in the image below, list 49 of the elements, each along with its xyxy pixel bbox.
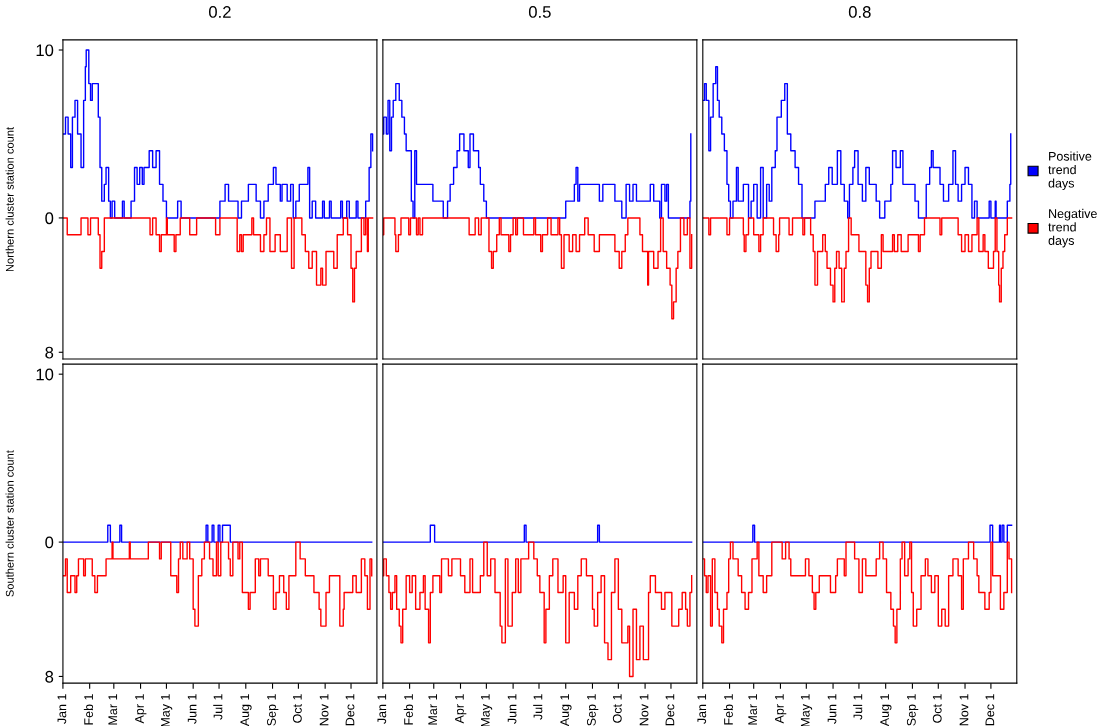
y-tick-label: 0 <box>45 536 54 549</box>
x-tick-label: Mar 1 <box>108 694 118 725</box>
y-axis-title: Southern cluster station count <box>5 450 14 597</box>
x-tick-label: Sep 1 <box>906 694 919 726</box>
x-tick-label: Oct 1 <box>932 694 942 723</box>
x-tick-label: Oct 1 <box>612 694 622 723</box>
x-tick-label: Sep 1 <box>586 694 599 726</box>
chart-title: 0.2 <box>208 6 231 18</box>
y-tick-label: 10 <box>36 368 54 381</box>
x-tick-label: Jul 1 <box>213 694 223 720</box>
x-tick-label: Aug 1 <box>240 694 252 726</box>
x-tick-label: Jun 1 <box>827 694 837 724</box>
x-tick-label: Mar 1 <box>428 694 438 725</box>
x-tick-label: Nov 1 <box>639 694 649 726</box>
x-tick-label: Feb 1 <box>403 694 413 725</box>
x-tick-label: Nov 1 <box>319 694 329 726</box>
x-tick-label: Apr 1 <box>775 694 787 724</box>
x-tick-label: Jun 1 <box>187 694 197 724</box>
x-tick-label: May 1 <box>161 694 173 726</box>
x-tick-label: Oct 1 <box>292 694 302 723</box>
x-tick-label: Dec 1 <box>665 694 675 726</box>
x-tick-label: Apr 1 <box>135 694 147 724</box>
legend-label: Negative trend days <box>1048 208 1097 248</box>
y-axis-title: Northern cluster station count <box>5 126 14 272</box>
x-tick-label: Aug 1 <box>880 694 892 726</box>
y-tick-label: 0 <box>45 212 54 225</box>
x-tick-label: Jan 1 <box>697 694 707 724</box>
x-tick-label: Jan 1 <box>57 694 67 724</box>
x-tick-label: Sep 1 <box>267 694 279 726</box>
chart-title: 0.8 <box>848 6 871 18</box>
x-tick-label: Jan 1 <box>377 694 387 724</box>
x-tick-label: Apr 1 <box>455 694 467 724</box>
x-tick-label: Feb 1 <box>723 694 733 725</box>
x-tick-label: Nov 1 <box>959 694 969 726</box>
x-tick-label: Dec 1 <box>345 694 355 726</box>
x-tick-label: Jun 1 <box>507 694 517 724</box>
x-tick-label: May 1 <box>800 694 813 726</box>
x-tick-label: May 1 <box>481 694 493 726</box>
x-tick-label: Feb 1 <box>83 694 94 725</box>
x-tick-label: Mar 1 <box>748 694 758 725</box>
x-tick-label: Jul 1 <box>533 694 543 720</box>
x-tick-label: Dec 1 <box>985 694 995 726</box>
x-tick-label: Aug 1 <box>560 694 572 726</box>
legend-label: Positive trend days <box>1048 151 1092 191</box>
x-tick-label: Jul 1 <box>853 694 863 720</box>
y-tick-label: 8 <box>45 346 54 359</box>
y-tick-label: 10 <box>36 44 54 57</box>
y-tick-label: 8 <box>45 670 54 683</box>
chart-title: 0.5 <box>528 6 551 18</box>
